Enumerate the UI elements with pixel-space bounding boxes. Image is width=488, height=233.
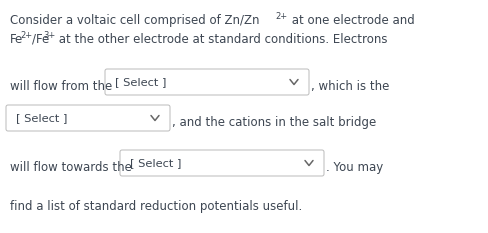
Text: [ Select ]: [ Select ] bbox=[130, 158, 182, 168]
Text: /Fe: /Fe bbox=[32, 33, 49, 46]
FancyBboxPatch shape bbox=[105, 69, 309, 95]
FancyBboxPatch shape bbox=[6, 105, 170, 131]
FancyBboxPatch shape bbox=[120, 150, 324, 176]
Text: 3+: 3+ bbox=[43, 31, 55, 40]
Text: will flow from the: will flow from the bbox=[10, 80, 112, 93]
Text: , which is the: , which is the bbox=[311, 80, 389, 93]
Text: find a list of standard reduction potentials useful.: find a list of standard reduction potent… bbox=[10, 200, 302, 213]
Text: 2+: 2+ bbox=[275, 12, 287, 21]
Text: 2+: 2+ bbox=[20, 31, 32, 40]
Text: Consider a voltaic cell comprised of Zn/Zn: Consider a voltaic cell comprised of Zn/… bbox=[10, 14, 260, 27]
Text: Fe: Fe bbox=[10, 33, 23, 46]
Text: at the other electrode at standard conditions. Electrons: at the other electrode at standard condi… bbox=[55, 33, 387, 46]
Text: at one electrode and: at one electrode and bbox=[288, 14, 415, 27]
Text: , and the cations in the salt bridge: , and the cations in the salt bridge bbox=[172, 116, 376, 129]
Text: [ Select ]: [ Select ] bbox=[16, 113, 67, 123]
Text: will flow towards the: will flow towards the bbox=[10, 161, 132, 174]
Text: . You may: . You may bbox=[326, 161, 383, 174]
Text: [ Select ]: [ Select ] bbox=[115, 77, 166, 87]
